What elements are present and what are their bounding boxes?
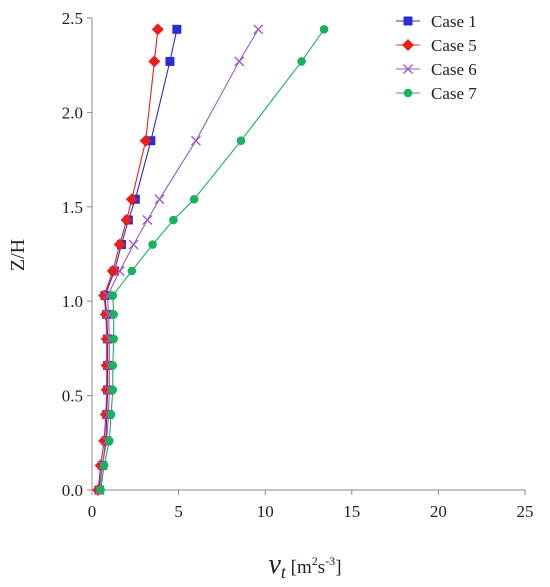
data-point [148, 55, 161, 68]
data-point [297, 57, 306, 66]
data-point [169, 215, 178, 225]
data-point [108, 385, 118, 395]
data-point [253, 24, 264, 35]
x-tick-label: 10 [257, 502, 274, 521]
x-axis-unit-open: [m [286, 557, 312, 578]
legend-marker [403, 16, 413, 26]
series-line [99, 29, 259, 491]
data-point [139, 134, 152, 147]
data-point [165, 56, 175, 66]
legend-item: Case 5 [396, 36, 477, 55]
data-point [98, 289, 111, 302]
x-tick-label: 20 [430, 502, 447, 521]
x-axis-title: νt [m2s-3] [268, 549, 341, 582]
series-case-6 [94, 24, 264, 495]
x-tick-label: 0 [88, 502, 97, 521]
x-axis-unit-exp1: 2 [312, 554, 318, 568]
data-point [108, 361, 118, 370]
x-axis-unit-close: ] [335, 557, 341, 578]
data-point [319, 25, 329, 34]
data-point [127, 266, 137, 276]
x-tick-label: 15 [343, 502, 360, 521]
x-axis-symbol: ν [268, 549, 281, 580]
data-point [154, 194, 165, 205]
data-point [151, 23, 164, 36]
series-line [97, 29, 159, 491]
x-tick-label: 25 [517, 502, 534, 521]
series-case-5 [92, 23, 164, 496]
data-point [190, 135, 201, 146]
x-tick-label: 5 [174, 502, 183, 521]
legend-marker [403, 88, 413, 98]
data-point [142, 215, 153, 226]
data-point [120, 214, 133, 227]
x-axis-unit-mid: s [318, 557, 325, 578]
data-point [114, 265, 125, 276]
data-point [99, 461, 109, 470]
data-point [113, 238, 126, 251]
series-line [98, 29, 178, 491]
legend: Case 1 Case 5 Case 6 Case 7 [396, 12, 477, 103]
data-point [109, 334, 118, 344]
y-axis-title: Z/H [7, 239, 29, 271]
legend-label: Case 7 [431, 84, 477, 103]
data-point [108, 291, 118, 300]
legend-label: Case 5 [431, 36, 477, 55]
y-tick-label: 1.5 [62, 198, 83, 217]
y-tick-label: 2.5 [62, 9, 83, 28]
y-tick-label: 0.5 [62, 387, 83, 406]
y-tick-label: 0.0 [62, 481, 83, 500]
data-point [148, 240, 157, 249]
legend-label: Case 6 [431, 60, 477, 79]
data-point [105, 436, 114, 446]
data-point [106, 410, 116, 419]
series-line [100, 28, 325, 491]
legend-marker [402, 39, 414, 51]
axes: 0 5 10 15 20 25 0.0 0.5 1.0 1.5 2.0 2.5 [62, 9, 534, 521]
data-point [128, 239, 139, 250]
x-axis-unit-exp2: -3 [325, 554, 335, 568]
data-point [96, 485, 105, 495]
data-point [125, 193, 138, 206]
series-layer [92, 23, 329, 496]
data-point [234, 56, 245, 67]
data-point [236, 136, 246, 146]
data-point [189, 194, 199, 204]
legend-item: Case 7 [396, 84, 477, 103]
series-case-7 [96, 25, 329, 495]
legend-item: Case 1 [396, 12, 477, 31]
legend-item: Case 6 [396, 60, 477, 79]
y-tick-label: 1.0 [62, 292, 83, 311]
legend-marker [403, 64, 413, 74]
data-point [172, 24, 182, 34]
data-point [109, 310, 118, 319]
y-tick-label: 2.0 [62, 103, 83, 122]
legend-label: Case 1 [431, 12, 477, 31]
x-axis-subscript: t [281, 562, 287, 582]
